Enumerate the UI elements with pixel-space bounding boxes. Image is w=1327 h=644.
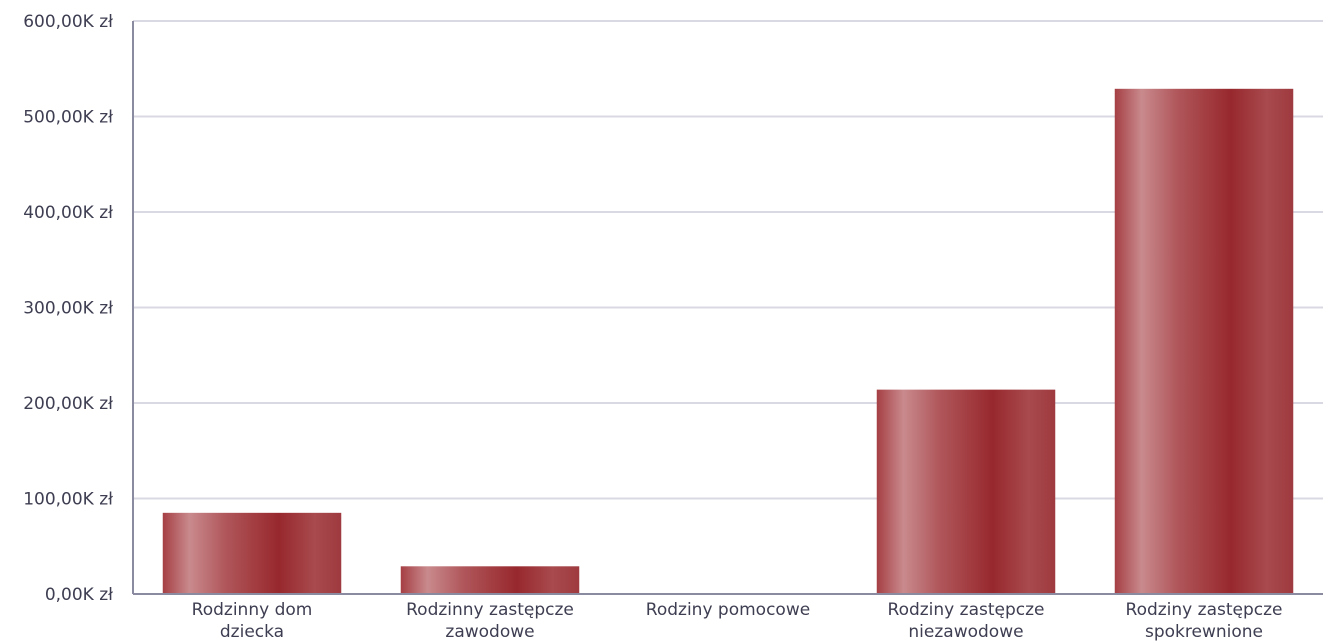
- y-tick-label: 600,00K zł: [23, 12, 113, 32]
- x-category-label-line: Rodziny zastępcze: [888, 600, 1045, 620]
- x-category-label-line: Rodzinny zastępcze: [406, 600, 574, 620]
- y-tick-label: 100,00K zł: [23, 490, 113, 510]
- x-category-label: Rodzinny dom dziecka: [192, 600, 313, 642]
- x-category-label-line: Rodziny zastępcze: [1126, 600, 1283, 620]
- bars: [162, 88, 1294, 595]
- x-category-label-line: Rodzinny dom: [192, 600, 313, 620]
- y-tick-label: 200,00K zł: [23, 394, 113, 414]
- x-category-label: Rodziny zastępcze niezawodowe: [888, 600, 1045, 642]
- x-category-label-line: niezawodowe: [908, 622, 1023, 642]
- bar[interactable]: [1114, 88, 1294, 595]
- x-category-label: Rodziny pomocowe: [646, 600, 810, 620]
- x-category-label: Rodzinny zastępcze zawodowe: [406, 600, 574, 642]
- bar[interactable]: [162, 512, 342, 594]
- x-axis-category-labels: Rodzinny dom dziecka Rodzinny zastępcze zaw…: [192, 600, 1283, 642]
- bar[interactable]: [400, 566, 580, 594]
- y-tick-label: 0,00K zł: [45, 585, 113, 605]
- y-tick-label: 300,00K zł: [23, 299, 113, 319]
- y-tick-label: 500,00K zł: [23, 108, 113, 128]
- x-category-label-line: Rodziny pomocowe: [646, 600, 810, 620]
- bar[interactable]: [876, 389, 1056, 594]
- x-category-label-line: zawodowe: [445, 622, 534, 642]
- x-category-label-line: dziecka: [220, 622, 284, 642]
- x-category-label-line: spokrewnione: [1145, 622, 1263, 642]
- y-axis-tick-labels: 0,00K zł 100,00K zł 200,00K zł 300,00K zł 40…: [23, 12, 113, 605]
- x-category-label: Rodziny zastępcze spokrewnione: [1126, 600, 1283, 642]
- y-tick-label: 400,00K zł: [23, 203, 113, 223]
